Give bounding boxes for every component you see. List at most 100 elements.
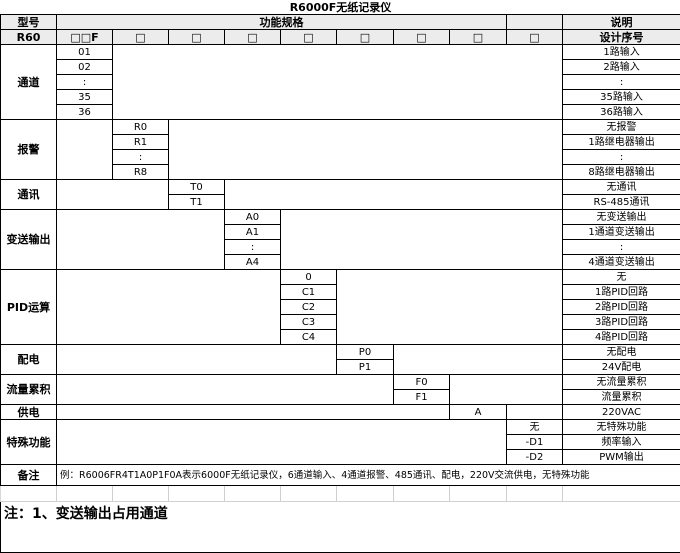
empty-cell: [225, 180, 563, 210]
blank-cell: [1, 486, 57, 502]
code-slot: □: [337, 30, 394, 45]
empty-cell: [57, 375, 394, 405]
code-description: 无配电: [563, 345, 680, 360]
code-slot: □: [169, 30, 225, 45]
model-header: 型号: [1, 15, 57, 30]
code-description: 1路继电器输出: [563, 135, 680, 150]
blank-cell: [113, 486, 169, 502]
design-no-header: 设计序号: [563, 30, 680, 45]
code-description: 无: [563, 270, 680, 285]
empty-cell: [57, 120, 113, 180]
empty-cell: [57, 270, 281, 345]
code-description: 无报警: [563, 120, 680, 135]
empty-cell: [57, 420, 507, 465]
spec-row: 特殊功能无无特殊功能: [1, 420, 680, 435]
code-value: :: [57, 75, 113, 90]
remark-text: 例：R6006FR4T1A0P1F0A表示6000F无纸记录仪，6通道输入、4通…: [57, 465, 680, 486]
header-blank: [507, 15, 563, 30]
code-slot: □: [281, 30, 337, 45]
empty-cell: [57, 210, 225, 270]
code-value: T0: [169, 180, 225, 195]
code-slot: □: [507, 30, 563, 45]
code-value: 01: [57, 45, 113, 60]
code-description: 220VAC: [563, 405, 680, 420]
code-slot: □: [450, 30, 507, 45]
code-value: :: [225, 240, 281, 255]
code-value: P0: [337, 345, 394, 360]
code-value: 02: [57, 60, 113, 75]
code-value: :: [113, 150, 169, 165]
empty-cell: [281, 210, 563, 270]
code-value: -D1: [507, 435, 563, 450]
code-description: PWM输出: [563, 450, 680, 465]
note-text: 注：1、变送输出占用通道: [1, 502, 680, 553]
code-description: 无特殊功能: [563, 420, 680, 435]
code-value: A: [450, 405, 507, 420]
code-value: R0: [113, 120, 169, 135]
code-value: P1: [337, 360, 394, 375]
code-value: A1: [225, 225, 281, 240]
group-label: PID运算: [1, 270, 57, 345]
empty-cell: [57, 180, 169, 210]
spec-header: 功能规格: [57, 15, 507, 30]
code-description: 1通道变送输出: [563, 225, 680, 240]
blank-cell: [450, 486, 507, 502]
desc-header: 说明: [563, 15, 680, 30]
code-description: 4路PID回路: [563, 330, 680, 345]
code-value: 35: [57, 90, 113, 105]
blank-cell: [169, 486, 225, 502]
code-description: 2路PID回路: [563, 300, 680, 315]
blank-cell: [507, 486, 563, 502]
first-code: □□F: [57, 30, 113, 45]
code-value: C3: [281, 315, 337, 330]
code-description: 流量累积: [563, 390, 680, 405]
code-slot: □: [225, 30, 281, 45]
group-label: 供电: [1, 405, 57, 420]
empty-cell: [450, 375, 563, 405]
code-slot: □: [394, 30, 450, 45]
code-value: C4: [281, 330, 337, 345]
empty-cell: [57, 345, 337, 375]
code-value: -D2: [507, 450, 563, 465]
empty-cell: [57, 405, 450, 420]
code-value: C2: [281, 300, 337, 315]
blank-cell: [337, 486, 394, 502]
code-value: R8: [113, 165, 169, 180]
spec-row: 供电 A 220VAC: [1, 405, 680, 420]
code-description: 4通道变送输出: [563, 255, 680, 270]
code-slot: □: [113, 30, 169, 45]
code-value: T1: [169, 195, 225, 210]
code-value: F0: [394, 375, 450, 390]
empty-cell: [507, 405, 563, 420]
code-description: 1路PID回路: [563, 285, 680, 300]
blank-cell: [57, 486, 113, 502]
code-value: 36: [57, 105, 113, 120]
code-description: RS-485通讯: [563, 195, 680, 210]
code-description: 36路输入: [563, 105, 680, 120]
code-value: 无: [507, 420, 563, 435]
code-value: C1: [281, 285, 337, 300]
model-code: R60: [1, 30, 57, 45]
group-label: 通讯: [1, 180, 57, 210]
blank-cell: [281, 486, 337, 502]
code-value: A0: [225, 210, 281, 225]
code-description: :: [563, 240, 680, 255]
code-value: F1: [394, 390, 450, 405]
group-label: 特殊功能: [1, 420, 57, 465]
code-value: A4: [225, 255, 281, 270]
code-description: 无流量累积: [563, 375, 680, 390]
table-title: R6000F无纸记录仪: [1, 0, 680, 15]
code-description: 24V配电: [563, 360, 680, 375]
empty-cell: [113, 45, 563, 120]
group-label: 配电: [1, 345, 57, 375]
code-value: R1: [113, 135, 169, 150]
code-description: 3路PID回路: [563, 315, 680, 330]
empty-cell: [337, 270, 563, 345]
